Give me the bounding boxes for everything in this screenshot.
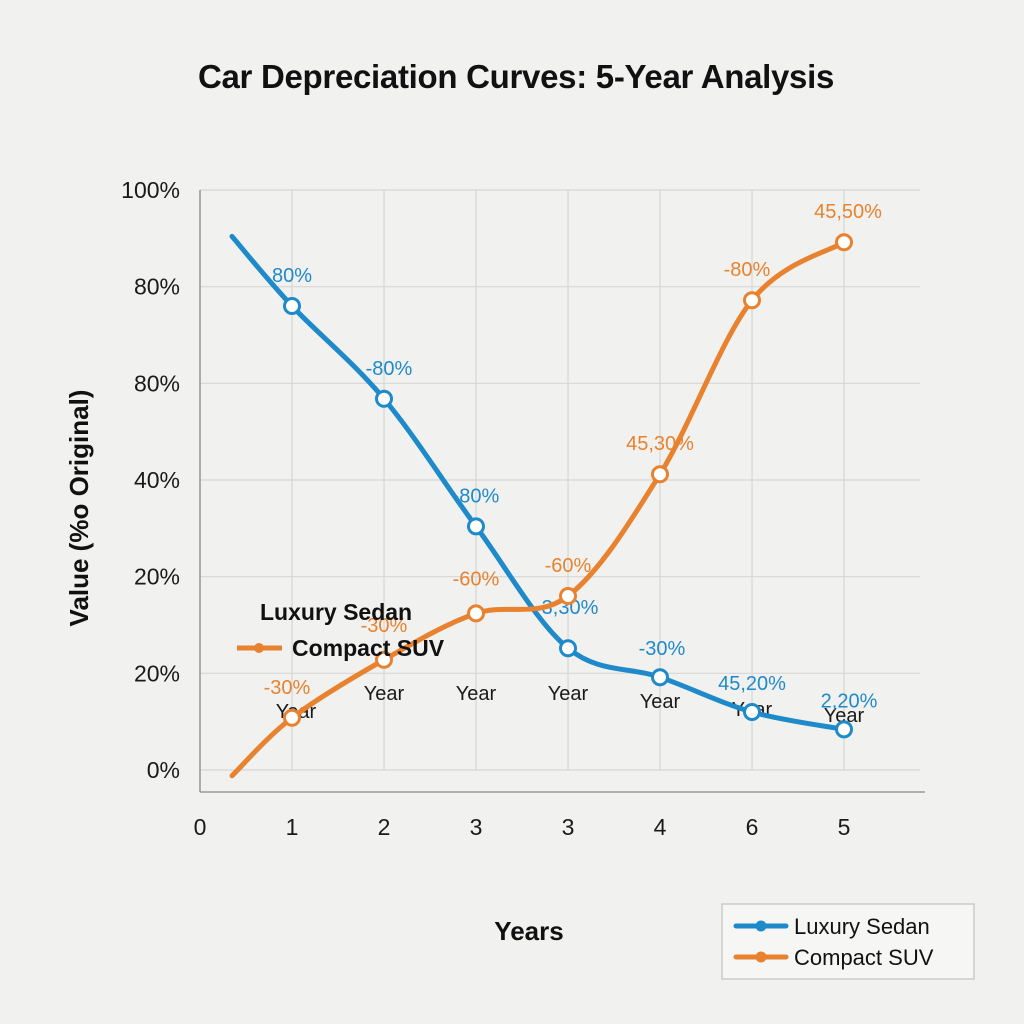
y-tick-label: 40% <box>134 467 180 493</box>
data-point <box>467 604 485 623</box>
series-compact-suv: -30% -30% -60% -60% 45,30% -80% 45,50% <box>229 201 882 779</box>
legend-marker <box>755 920 767 932</box>
y-tick-labels: 100% 80% 80% 40% 20% 20% 0% <box>121 177 180 783</box>
y-tick-label: 80% <box>134 370 180 396</box>
series-luxury-sedan: 80%-80%-80%3,30%-30%45,20%2,20% <box>229 233 878 739</box>
x-axis-title: Years <box>494 916 563 946</box>
data-label: 80% <box>272 265 312 287</box>
x-sub-label: Year <box>456 683 497 705</box>
x-tick-label: 3 <box>562 814 575 840</box>
x-tick-label: 2 <box>378 814 391 840</box>
x-tick-label: 3 <box>470 814 483 840</box>
data-point <box>559 639 577 658</box>
legend-label: Luxury Sedan <box>794 914 930 939</box>
data-label: -80% <box>366 358 413 380</box>
y-tick-label: 0% <box>147 757 180 783</box>
data-label: 45,20% <box>718 673 786 695</box>
inline-legend-label: Luxury Sedan <box>260 599 412 625</box>
data-label: -80% <box>453 485 500 507</box>
data-label: -60% <box>453 568 500 590</box>
y-tick-label: 100% <box>121 177 180 203</box>
data-point <box>467 517 485 536</box>
data-point <box>743 291 761 310</box>
data-point <box>835 233 853 252</box>
axes <box>199 190 925 793</box>
inline-legend: Luxury Sedan Compact SUV <box>237 599 445 661</box>
data-point <box>375 389 393 408</box>
data-label: -80% <box>724 259 771 281</box>
x-tick-labels: 0 1 2 3 3 4 6 5 <box>194 814 851 840</box>
data-label: -30% <box>264 677 311 699</box>
legend[interactable]: Luxury Sedan Compact SUV <box>721 903 975 980</box>
x-tick-label: 6 <box>746 814 759 840</box>
data-label: -30% <box>639 638 686 660</box>
x-tick-label: 0 <box>194 814 207 840</box>
x-tick-label: 1 <box>286 814 299 840</box>
data-point <box>651 465 669 484</box>
legend-marker <box>755 951 767 963</box>
data-label: 2,20% <box>821 690 878 712</box>
legend-label: Compact SUV <box>794 945 934 970</box>
legend-box <box>721 903 975 980</box>
chart-title: Car Depreciation Curves: 5-Year Analysis <box>197 58 835 95</box>
y-tick-label: 20% <box>134 660 180 686</box>
x-sub-label: Year <box>364 683 405 705</box>
data-label: 45,30% <box>626 433 694 455</box>
data-point <box>375 650 393 669</box>
data-point <box>651 668 669 687</box>
x-tick-label: 4 <box>654 814 667 840</box>
data-point <box>283 708 301 727</box>
inline-legend-label: Compact SUV <box>292 635 445 661</box>
data-label: -30% <box>361 615 408 637</box>
grid-lines <box>200 189 920 771</box>
series-layer: 80%-80%-80%3,30%-30%45,20%2,20%-30%-30%-… <box>229 201 882 779</box>
y-tick-label: 80% <box>134 274 180 300</box>
data-point <box>283 297 301 315</box>
y-tick-label: 20% <box>134 564 180 590</box>
y-axis-title: Value (%o Original) <box>64 390 94 627</box>
series-line <box>229 233 847 732</box>
data-point <box>835 720 853 739</box>
series-line <box>229 239 847 779</box>
data-point <box>743 703 761 721</box>
data-label: 45,50% <box>814 201 882 223</box>
data-point <box>559 587 577 605</box>
x-sub-label: Year <box>548 683 589 705</box>
x-tick-label: 5 <box>838 814 851 840</box>
data-label: -60% <box>545 555 592 577</box>
x-sub-label: Year <box>824 705 865 727</box>
x-sub-label: Year <box>640 691 681 713</box>
inline-legend-marker <box>254 643 264 653</box>
